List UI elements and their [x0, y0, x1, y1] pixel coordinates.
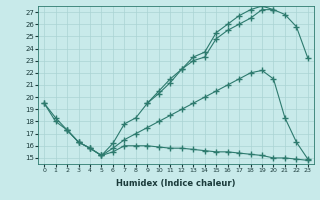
X-axis label: Humidex (Indice chaleur): Humidex (Indice chaleur) — [116, 179, 236, 188]
